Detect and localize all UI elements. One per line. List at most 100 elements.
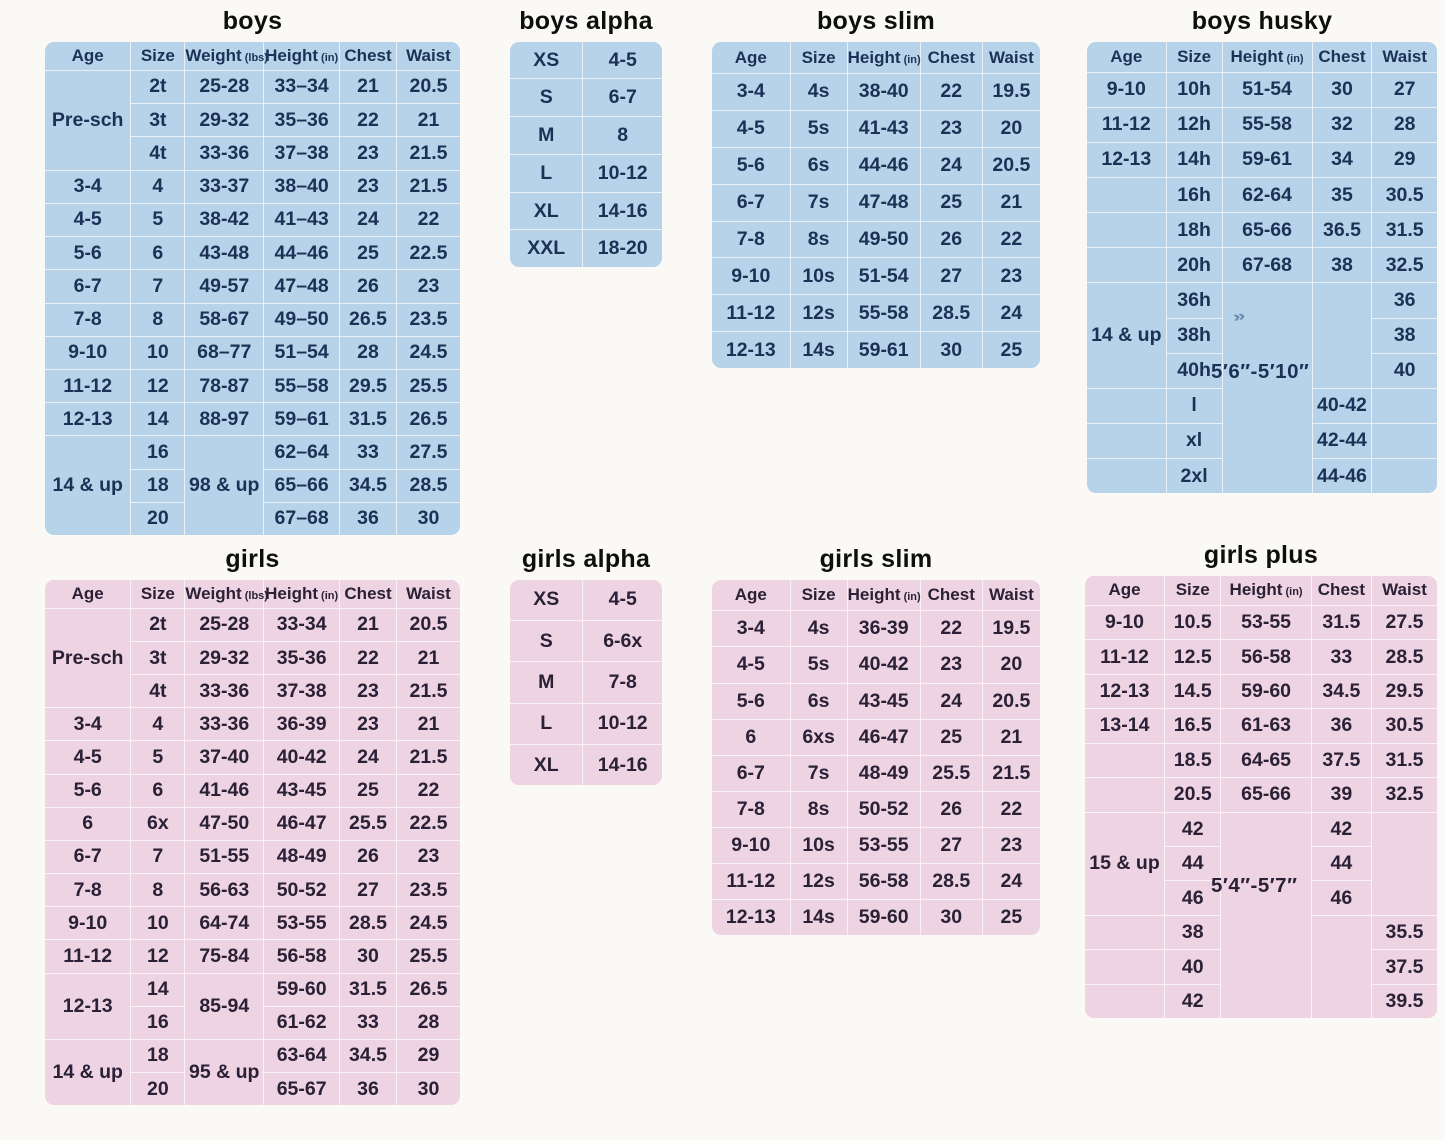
table-row: 46 46: [1085, 880, 1437, 916]
table-cell: 44–46: [263, 236, 341, 271]
column-header: Size: [1165, 42, 1223, 73]
table-cell: Pre-sch: [45, 607, 132, 709]
table-cell: 37.5: [1371, 949, 1437, 985]
table-cell: 65-67: [263, 1072, 341, 1105]
table-cell: 29.5: [339, 368, 397, 404]
table-cell: 14s: [789, 331, 848, 368]
column-header: Height (in): [1220, 576, 1312, 606]
table-row: 4t 33-36 37–38 23 21.5: [45, 136, 460, 171]
table-cell: 14: [130, 972, 186, 1007]
table-cell: 29: [395, 1038, 460, 1074]
table-cell: 36: [1371, 282, 1437, 319]
table-cell: 32: [1311, 106, 1373, 143]
table-cell: 38: [1371, 317, 1437, 354]
table-cell: 34.5: [339, 1038, 397, 1074]
table-cell: 21.5: [395, 740, 460, 775]
table-cell: 4-5: [582, 580, 662, 621]
table-cell: 36.5: [1311, 212, 1373, 249]
table-cell: 35: [1311, 176, 1373, 214]
table-cell: 43-48: [184, 236, 265, 271]
table-row: 44 44: [1085, 845, 1437, 882]
table-cell: 12s: [789, 862, 848, 901]
table-cell: 9-10: [712, 257, 791, 296]
table-cell: 14-16: [582, 191, 662, 231]
table-cell: 12s: [789, 294, 848, 333]
table-cell: 23.5: [395, 302, 460, 337]
table-cell: 21: [395, 103, 460, 138]
table-cell: 40h: [1165, 352, 1223, 389]
table-cell: 4: [130, 707, 186, 742]
table-cell: [1221, 282, 1313, 493]
table-cell: [1371, 387, 1437, 424]
table-cell: 27: [339, 873, 397, 908]
table-cell: 14 & up: [45, 1038, 132, 1105]
header-unit: (in): [900, 591, 921, 604]
table-cell: 25: [339, 773, 397, 808]
table-cell: 88-97: [184, 402, 265, 437]
table-row: 4-5 5s 41-43 23 20: [712, 109, 1040, 148]
table-row: 11-12 12h 55-58 32 28: [1087, 106, 1437, 143]
table-cell: 11-12: [45, 939, 132, 974]
table-group-boys-slim: boys slim Age Size Height (in) Chest Waist 3-…: [712, 8, 1040, 368]
table-cell: 6s: [789, 682, 848, 720]
column-header: Height (in): [263, 42, 341, 71]
size-table-girls-slim: Age Size Height (in) Chest Waist 3-4 4s 36-39 22…: [712, 580, 1040, 935]
column-header: Waist: [395, 580, 460, 609]
table-cell: 30: [395, 501, 460, 535]
table-cell: 10-12: [582, 153, 662, 193]
table-cell: 22: [919, 610, 983, 648]
table-cell: 20: [981, 646, 1040, 684]
table-cell: 39.5: [1371, 983, 1437, 1018]
table-cell: 6-6x: [582, 619, 662, 663]
table-row: 9-10 10 68–77 51–54 28 24.5: [45, 335, 460, 370]
table-row: 4-5 5 37-40 40-42 24 21.5: [45, 740, 460, 775]
table-cell: 50-52: [846, 790, 921, 828]
column-header: Age: [45, 42, 132, 71]
table-row: 3t 29-32 35–36 22 21: [45, 103, 460, 138]
boys_slim-grid: Age Size Height (in) Chest Waist 3-4 4s 38-40 22…: [712, 42, 1040, 368]
table-cell: 30: [395, 1072, 460, 1105]
table-cell: 37-38: [263, 674, 341, 709]
table-cell: 20.5: [1164, 777, 1222, 813]
table-cell: 46: [1164, 880, 1222, 916]
table-row: 11-12 12 78-87 55–58 29.5 25.5: [45, 368, 460, 404]
table-row: 18 65–66 34.5 28.5: [45, 468, 460, 503]
table-cell: 18h: [1165, 212, 1223, 249]
column-header: Age: [712, 42, 791, 75]
header-unit: (in): [900, 53, 921, 66]
table-cell: 47–48: [263, 269, 341, 304]
table-cell: 55-58: [1221, 106, 1313, 143]
table-cell: [1087, 422, 1167, 460]
table-cell: 24.5: [395, 906, 460, 941]
table-cell: 30: [339, 939, 397, 974]
table-cell: 8: [582, 116, 662, 155]
table-cell: 4t: [130, 136, 186, 171]
table-cell: 6-7: [45, 839, 132, 875]
girls_plus-grid: Age Size Height (in) Chest Waist 9-10 10.5 53-5…: [1085, 576, 1437, 1018]
table-row: 14 & up 18 95 & up 63-64 34.5 29: [45, 1038, 460, 1105]
table-cell: 29: [1371, 141, 1437, 178]
table-row: 11-12 12s 56-58 28.5 24: [712, 862, 1040, 901]
table-cell: 21: [395, 707, 460, 742]
table-cell: 25: [981, 899, 1040, 935]
table-row: 6-7 7 51-55 48-49 26 23: [45, 839, 460, 875]
table-row: 3-4 4 33-36 36-39 23 21: [45, 707, 460, 742]
table-row: 40h 40: [1087, 352, 1437, 389]
girls-grid: Age Size Weight (lbs) Height (in) Chest Waist…: [45, 580, 460, 1105]
table-row: 9-10 10s 51-54 27 23: [712, 257, 1040, 296]
table-cell: 43-45: [263, 773, 341, 808]
table-cell: 9-10: [1085, 604, 1166, 641]
size-table-girls: Age Size Weight (lbs) Height (in) Chest Waist…: [45, 580, 460, 1105]
size-table-boys-husky: Age Size Height (in) Chest Waist 9-10 10h 51-54…: [1087, 42, 1437, 493]
table-cell: 29.5: [1371, 673, 1437, 710]
table-cell: 25-28: [184, 69, 265, 105]
table-cell: 18: [130, 1038, 186, 1074]
table-cell: 42: [1164, 811, 1222, 847]
table-cell: 67-68: [1221, 247, 1313, 284]
table-cell: 41-43: [846, 109, 921, 148]
table-row: 12-13 14 85-94 59-60 31.5 26.5: [45, 972, 460, 1040]
table-cell: 78-87: [184, 368, 265, 404]
table-cell: 33: [339, 435, 397, 470]
table-cell: 6s: [789, 146, 848, 185]
